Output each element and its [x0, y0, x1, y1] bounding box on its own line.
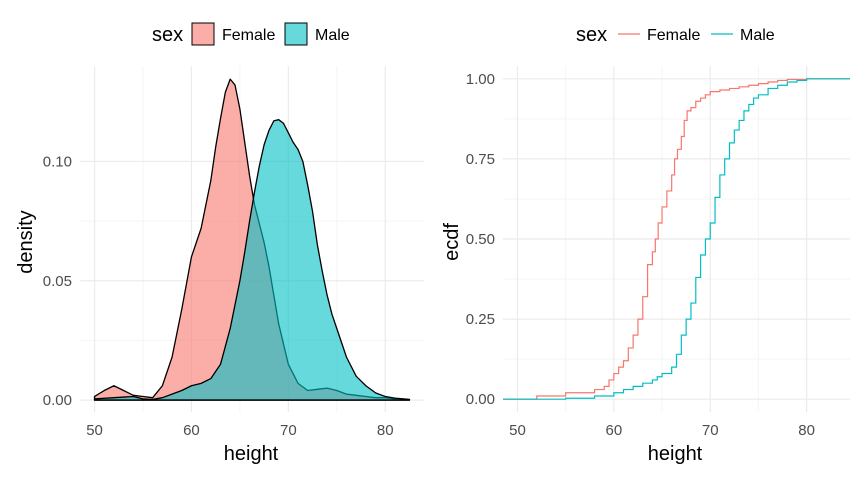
ecdf-x-tick-label: 80 [798, 422, 815, 439]
ecdf-series-female [503, 78, 850, 400]
density-legend-title: sex [152, 24, 183, 46]
ecdf-legend-label-female: Female [647, 27, 700, 44]
ecdf-y-axis-label: ecdf [441, 223, 463, 261]
density-legend-label-female: Female [222, 27, 275, 44]
ecdf-legend-label-male: Male [740, 27, 775, 44]
ecdf-legend: sex Female Male [576, 24, 775, 46]
ecdf-series-male [503, 78, 850, 400]
density-x-axis-label: height [224, 443, 279, 465]
density-x-tick-label: 70 [280, 422, 297, 439]
ecdf-x-tick-label: 60 [606, 422, 623, 439]
density-marks [93, 78, 411, 401]
density-x-tick-label: 80 [377, 422, 394, 439]
ecdf-y-tick-label: 1.00 [466, 71, 495, 88]
density-panel: 50 60 70 80 0.00 0.05 0.10 height density sex … [15, 22, 424, 465]
ecdf-y-tick-label: 0.00 [466, 391, 495, 408]
density-legend-key-male [284, 22, 308, 46]
ecdf-y-tick-label: 0.50 [466, 231, 495, 248]
density-legend-key-female [191, 22, 215, 46]
ecdf-panel: 50 60 70 80 0.00 0.25 0.50 0.75 1.00 height ecdf… [441, 24, 850, 465]
density-legend: sex Female Male [152, 22, 350, 46]
ecdf-marks [503, 78, 850, 400]
density-y-axis-label: density [15, 210, 37, 273]
ecdf-y-tick-label: 0.75 [466, 151, 495, 168]
ecdf-tick-labels: 50 60 70 80 0.00 0.25 0.50 0.75 1.00 [466, 71, 815, 439]
density-y-tick-label: 0.00 [43, 392, 72, 409]
density-tick-labels: 50 60 70 80 0.00 0.05 0.10 [43, 153, 394, 439]
ecdf-x-axis-label: height [648, 443, 703, 465]
density-y-tick-label: 0.10 [43, 153, 72, 170]
ecdf-y-tick-label: 0.25 [466, 311, 495, 328]
ecdf-legend-title: sex [576, 24, 607, 46]
density-x-tick-label: 60 [183, 422, 200, 439]
density-series-male [93, 119, 411, 401]
density-y-tick-label: 0.05 [43, 273, 72, 290]
ecdf-x-tick-label: 50 [509, 422, 526, 439]
density-legend-label-male: Male [315, 27, 350, 44]
ecdf-x-tick-label: 70 [702, 422, 719, 439]
density-x-tick-label: 50 [86, 422, 103, 439]
